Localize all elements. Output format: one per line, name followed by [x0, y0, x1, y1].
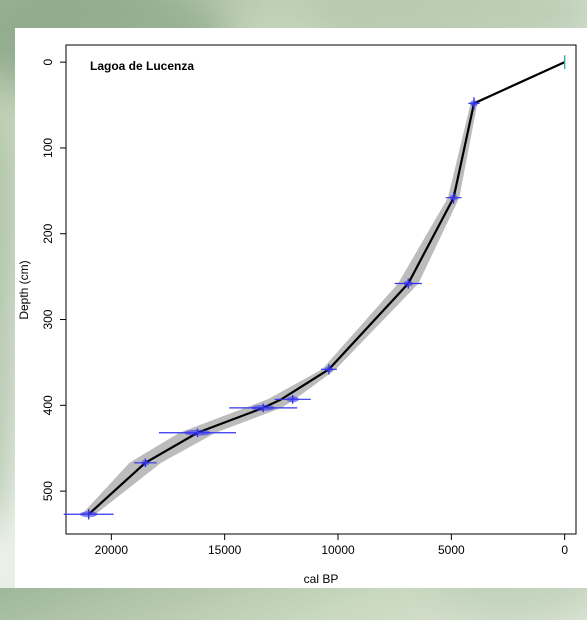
x-tick-label: 15000: [208, 543, 242, 557]
age-depth-model-line: [87, 61, 566, 516]
x-tick-label: 10000: [321, 543, 355, 557]
y-tick-label: 300: [41, 309, 55, 329]
date-marker: [158, 428, 236, 438]
envelope-shape: [81, 62, 565, 515]
age-depth-chart: 20000 15000 10000 5000 0 0 100 200 300 400 500 La…: [17, 44, 577, 586]
x-tick-label: 0: [561, 543, 568, 557]
y-tick-label: 500: [41, 481, 55, 501]
y-axis: 0 100 200 300 400 500: [41, 59, 66, 501]
date-marker: [468, 97, 480, 110]
date-marker: [63, 509, 114, 520]
x-axis: 20000 15000 10000 5000 0: [95, 534, 568, 557]
x-tick-label: 20000: [95, 543, 129, 557]
date-marker: [394, 278, 422, 289]
x-tick-label: 5000: [438, 543, 465, 557]
plot-frame: [65, 44, 577, 535]
date-marker: [229, 403, 298, 413]
model-line: [87, 61, 566, 516]
x-axis-label: cal BP: [304, 572, 339, 586]
y-tick-label: 0: [41, 59, 55, 66]
y-tick-label: 100: [41, 138, 55, 158]
y-tick-label: 200: [41, 223, 55, 243]
confidence-envelope: [81, 62, 565, 515]
date-marker: [134, 458, 157, 468]
chart-title: Lagoa de Lucenza: [90, 59, 194, 73]
y-tick-label: 400: [41, 395, 55, 415]
date-markers: [63, 55, 566, 520]
date-marker: [445, 191, 462, 204]
date-marker: [321, 364, 337, 375]
y-axis-label: Depth (cm): [17, 260, 31, 319]
date-marker: [274, 395, 311, 404]
